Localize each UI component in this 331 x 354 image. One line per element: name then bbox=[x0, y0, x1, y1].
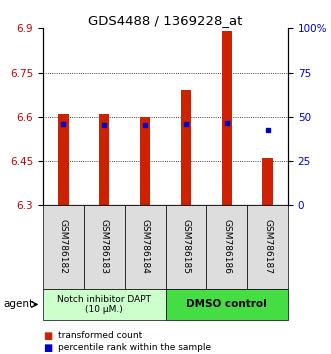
Text: GSM786185: GSM786185 bbox=[181, 219, 190, 274]
Bar bbox=[262, 158, 273, 205]
Text: DMSO control: DMSO control bbox=[186, 299, 267, 309]
Text: GSM786183: GSM786183 bbox=[100, 219, 109, 274]
Text: Notch inhibitor DAPT
(10 μM.): Notch inhibitor DAPT (10 μM.) bbox=[57, 295, 151, 314]
Text: GSM786184: GSM786184 bbox=[141, 219, 150, 274]
Text: agent: agent bbox=[3, 299, 33, 309]
Text: percentile rank within the sample: percentile rank within the sample bbox=[58, 343, 211, 352]
Bar bbox=[222, 31, 232, 205]
Bar bbox=[181, 90, 191, 205]
Text: ■: ■ bbox=[43, 343, 52, 353]
Text: GSM786187: GSM786187 bbox=[263, 219, 272, 274]
Text: GSM786186: GSM786186 bbox=[222, 219, 231, 274]
Bar bbox=[99, 114, 109, 205]
Text: transformed count: transformed count bbox=[58, 331, 142, 340]
Title: GDS4488 / 1369228_at: GDS4488 / 1369228_at bbox=[88, 14, 243, 27]
Bar bbox=[58, 114, 69, 205]
Text: GSM786182: GSM786182 bbox=[59, 219, 68, 274]
Bar bbox=[140, 117, 150, 205]
Text: ■: ■ bbox=[43, 331, 52, 341]
